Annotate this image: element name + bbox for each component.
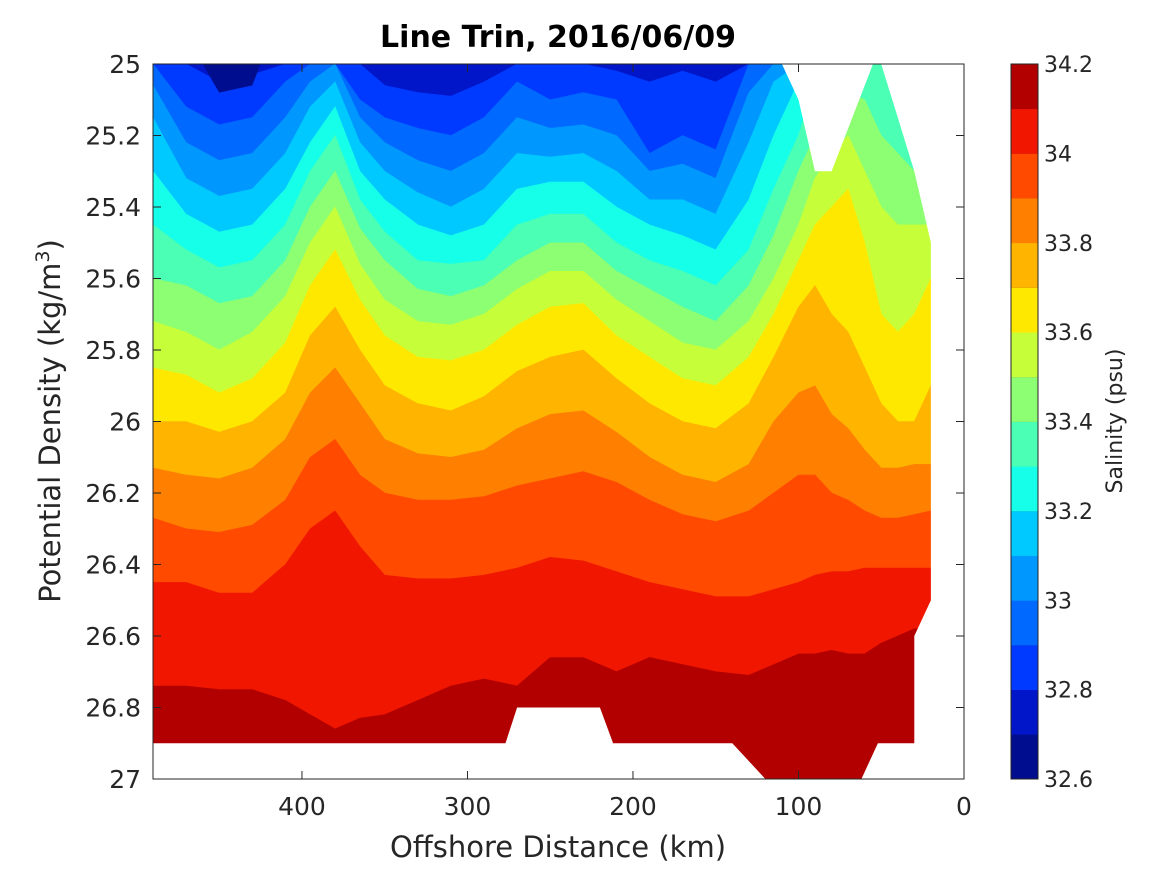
x-tick-label: 100	[775, 792, 823, 821]
colorbar-segment	[1011, 421, 1038, 467]
colorbar-segment	[1011, 242, 1038, 288]
x-tick-label: 0	[956, 792, 972, 821]
y-tick-label: 27	[109, 765, 141, 794]
y-tick-label: 26.6	[85, 622, 141, 651]
y-tick-label: 25	[109, 50, 141, 79]
x-tick-label: 300	[444, 792, 492, 821]
y-tick-label: 25.6	[85, 265, 141, 294]
y-axis-label: Potential Density (kg/m3)	[32, 239, 67, 603]
colorbar-frame	[1010, 63, 1039, 780]
colorbar-segment	[1011, 510, 1038, 556]
colorbar-segment	[1011, 287, 1038, 333]
y-axis: 25 25.2 25.4 25.6 25.8 26 26.2 26.4 26.6 26.8 27	[85, 50, 964, 794]
x-axis: 400 300 200 100 0	[278, 64, 972, 821]
colorbar-segment	[1011, 689, 1038, 735]
colorbar-segment	[1011, 376, 1038, 422]
colorbar-label: Salinity (psu)	[1103, 349, 1128, 494]
colorbar-tick-label: 34	[1044, 142, 1072, 167]
y-axis-label-superscript: 3	[32, 250, 54, 262]
contour-fill-layer	[153, 64, 932, 779]
colorbar-segment	[1011, 64, 1038, 110]
contour-band-darkest	[202, 64, 261, 93]
x-tick-label: 400	[278, 792, 326, 821]
colorbar-tick-label: 33.6	[1044, 321, 1093, 346]
colorbar-tick-label: 32.6	[1044, 768, 1093, 793]
colorbar-tick-label: 33	[1044, 589, 1072, 614]
colorbar-tick-label: 33.8	[1044, 232, 1093, 257]
colorbar-tick-label: 33.2	[1044, 500, 1093, 525]
colorbar-segment	[1011, 466, 1038, 512]
contour-band	[153, 628, 932, 779]
colorbar-ticks: 32.6 32.8 33 33.2 33.4 33.6 33.8 34 34.2	[1044, 53, 1093, 793]
y-tick-label: 25.2	[85, 122, 141, 151]
y-axis-label-main: Potential Density (kg/m	[33, 263, 67, 603]
colorbar-segment	[1011, 600, 1038, 646]
colorbar-segment	[1011, 644, 1038, 691]
y-tick-label: 25.8	[85, 336, 141, 365]
colorbar-tick-label: 32.8	[1044, 679, 1093, 704]
y-axis-label-tail: )	[33, 239, 67, 250]
colorbar-segment	[1011, 108, 1038, 154]
chart-title: Line Trin, 2016/06/09	[380, 20, 736, 55]
colorbar-segment	[1011, 198, 1038, 244]
y-tick-label: 26.4	[85, 551, 141, 580]
colorbar-tick-label: 34.2	[1044, 53, 1093, 78]
y-tick-label: 26.2	[85, 479, 141, 508]
colorbar-tick-label: 33.4	[1044, 411, 1093, 436]
x-axis-label: Offshore Distance (km)	[390, 830, 726, 864]
x-tick-label: 200	[609, 792, 657, 821]
y-tick-label: 25.4	[85, 193, 141, 222]
colorbar-segment	[1011, 153, 1038, 199]
y-tick-label: 26.8	[85, 694, 141, 723]
colorbar	[1010, 63, 1039, 780]
colorbar-segment	[1011, 555, 1038, 601]
colorbar-segment	[1011, 734, 1038, 780]
y-tick-label: 26	[109, 408, 141, 437]
colorbar-segment	[1011, 332, 1038, 378]
